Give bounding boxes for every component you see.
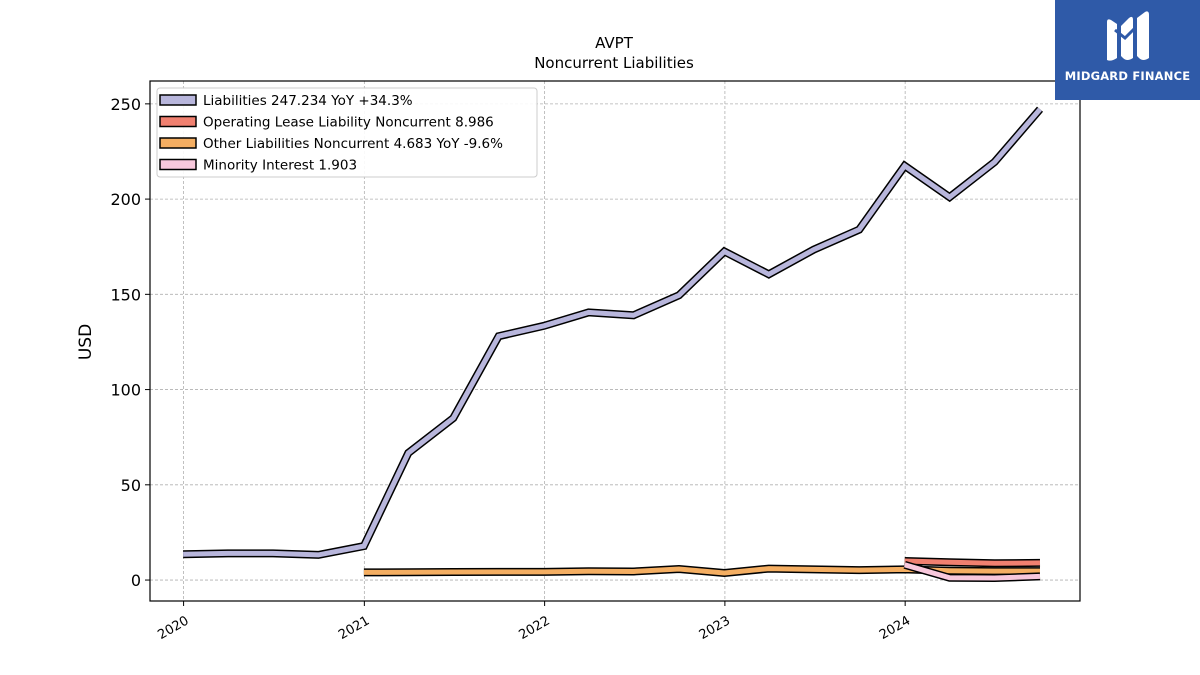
legend-entry: Operating Lease Liability Noncurrent 8.9… [203,115,494,131]
legend-swatch [159,115,197,128]
y-tick-label: 100 [110,381,141,400]
brand-logo: MIDGARD FINANCE [1055,0,1200,100]
x-tick-label: 2024 [877,613,913,643]
chart-title: AVPT [595,34,634,52]
y-tick-label: 200 [110,190,141,209]
y-tick-label: 250 [110,95,141,114]
legend-entry: Minority Interest 1.903 [203,158,357,174]
plot-frame [149,80,1081,602]
legend-entry: Other Liabilities Noncurrent 4.683 YoY -… [203,136,503,152]
x-tick-label: 2020 [155,613,191,643]
series-liabilities [183,106,1044,559]
brand-name: MIDGARD FINANCE [1064,69,1191,83]
x-axis: 2020 2021 2022 2023 2024 [155,601,913,643]
series-operating-lease-liability-noncurrent [904,557,1041,568]
series-line [904,558,1041,566]
x-tick-label: 2021 [336,613,372,643]
x-tick-label: 2023 [697,613,733,643]
series-line [904,562,1041,581]
legend-swatch [159,94,197,106]
y-axis-label: USD [76,324,96,360]
x-tick-label: 2022 [516,613,552,643]
series-minority-interest [903,560,1041,583]
legend-entry: Liabilities 247.234 YoY +34.3% [203,93,413,109]
legend: Liabilities 247.234 YoY +34.3% Operating … [156,87,538,178]
legend-swatch [159,158,197,171]
y-tick-label: 0 [131,571,141,590]
chart-subtitle: Noncurrent Liabilities [534,54,694,72]
y-axis: 0 50 100 150 200 250 [110,95,150,590]
legend-swatch [159,137,197,149]
y-tick-label: 50 [121,476,141,495]
y-tick-label: 150 [110,285,141,304]
stylized-m-logo-icon [1107,11,1149,61]
legend-box [156,87,538,178]
series-line [183,107,1042,558]
series-layer [183,106,1044,583]
